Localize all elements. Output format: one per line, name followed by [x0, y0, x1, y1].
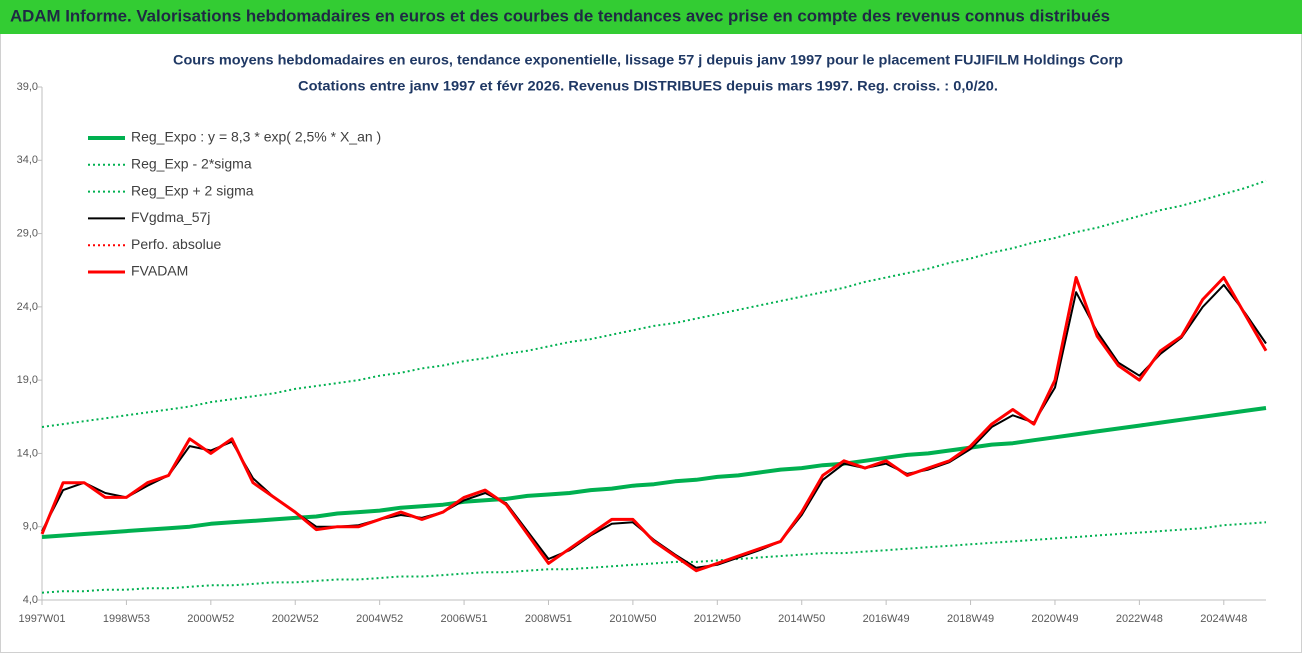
x-tick-label: 2002W52: [272, 613, 319, 625]
series-line: [40, 276, 1268, 573]
x-tick-label: 1997W01: [18, 613, 65, 625]
header: ADAM Informe. Valorisations hebdomadaire…: [10, 6, 1110, 25]
x-tick-label: 2010W50: [609, 613, 656, 625]
legend-label: Reg_Exp + 2 sigma: [131, 182, 254, 198]
series-line: [41, 521, 1267, 594]
legend-label: FVADAM: [131, 263, 188, 279]
x-tick-label: 2006W51: [441, 613, 488, 625]
series-line: [41, 406, 1267, 539]
legend-label: Reg_Exp - 2*sigma: [131, 156, 252, 172]
x-tick-label: 1998W53: [103, 613, 150, 625]
x-tick-label: 2000W52: [187, 613, 234, 625]
x-tick-label: 2014W50: [778, 613, 825, 625]
x-tick-label: 2020W49: [1031, 613, 1078, 625]
chart-title: Cours moyens hebdomadaires en euros, ten…: [173, 52, 1123, 68]
legend-label: FVgdma_57j: [131, 209, 210, 225]
legend-label: Reg_Expo : y = 8,3 * exp( 2,5% * X_an ): [131, 129, 381, 145]
x-tick-label: 2004W52: [356, 613, 403, 625]
series-line: [41, 179, 1267, 428]
y-tick-label: 34,0: [17, 154, 38, 166]
y-tick-label: 29,0: [17, 227, 38, 239]
x-tick-label: 2018W49: [947, 613, 994, 625]
x-tick-label: 2012W50: [694, 613, 741, 625]
x-tick-label: 2024W48: [1200, 613, 1247, 625]
y-tick-label: 24,0: [17, 301, 38, 313]
legend-label: Perfo. absolue: [131, 236, 221, 252]
y-tick-label: 9,0: [23, 521, 38, 533]
chart-subtitle: Cotations entre janv 1997 et févr 2026. …: [298, 78, 998, 94]
header-bar: [0, 0, 1302, 34]
y-tick-label: 39,0: [17, 81, 38, 93]
x-tick-label: 2016W49: [863, 613, 910, 625]
y-tick-label: 19,0: [17, 374, 38, 386]
x-tick-label: 2022W48: [1116, 613, 1163, 625]
y-tick-label: 14,0: [17, 447, 38, 459]
x-tick-label: 2008W51: [525, 613, 572, 625]
y-tick-label: 4,0: [23, 594, 38, 606]
